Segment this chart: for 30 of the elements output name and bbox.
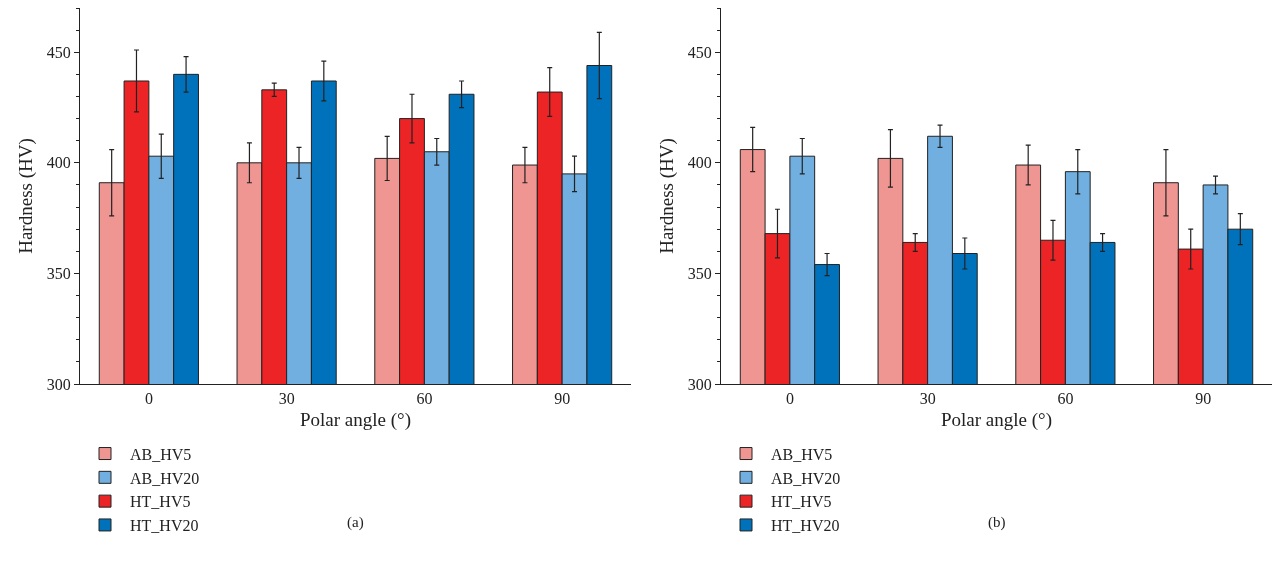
x-tick-label: 0	[785, 390, 794, 408]
x-tick-label: 30	[278, 390, 295, 408]
x-axis-title: Polar angle (°)	[940, 409, 1053, 431]
y-tick-label: 300	[46, 375, 71, 393]
legend-label: HT_HV5	[771, 493, 832, 511]
text: (b)	[988, 514, 1006, 531]
legend-label: AB_HV5	[130, 445, 192, 463]
x-tick-label: 60	[1057, 390, 1074, 408]
y-tick-label: 400	[687, 154, 712, 172]
text: (a)	[347, 514, 364, 531]
x-tick-label: 90	[554, 390, 571, 408]
y-tick-label: 400	[46, 154, 71, 172]
legend-label: AB_HV20	[130, 469, 200, 487]
y-tick-label: 300	[687, 375, 712, 393]
y-axis-title: Hardness (HV)	[656, 138, 678, 254]
y-tick-label: 350	[46, 265, 71, 283]
y-tick-label: 450	[46, 43, 71, 61]
y-tick-label: 450	[687, 43, 712, 61]
legend-label: HT_HV20	[771, 517, 840, 535]
legend-label: AB_HV5	[771, 445, 833, 463]
y-tick-label: 350	[687, 265, 712, 283]
x-axis-title: Polar angle (°)	[299, 409, 412, 431]
x-tick-label: 90	[1195, 390, 1212, 408]
legend-label: HT_HV5	[130, 493, 191, 511]
legend-label: HT_HV20	[130, 517, 199, 535]
x-tick-label: 30	[919, 390, 936, 408]
x-tick-label: 60	[416, 390, 433, 408]
legend-label: AB_HV20	[771, 469, 841, 487]
x-tick-label: 0	[144, 390, 153, 408]
y-axis-title: Hardness (HV)	[15, 138, 37, 254]
